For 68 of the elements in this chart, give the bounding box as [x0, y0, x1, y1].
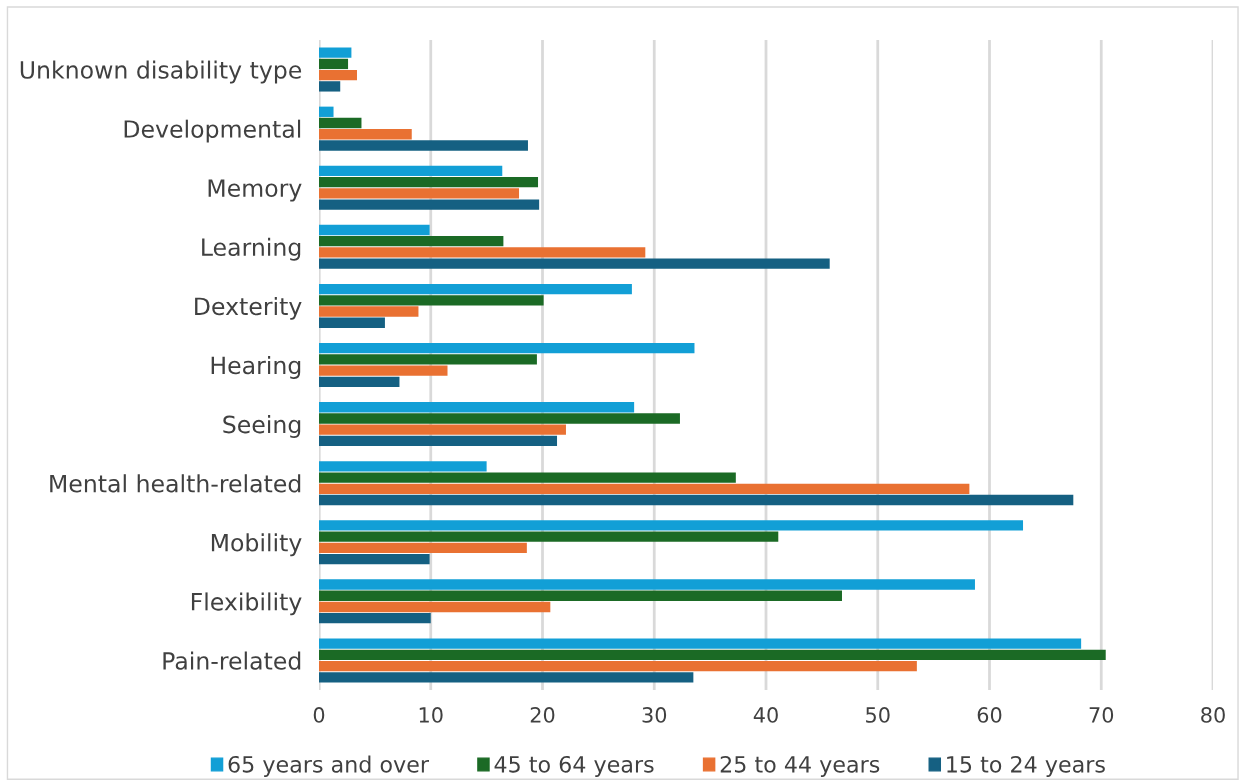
- bar: [319, 613, 431, 624]
- bar: [319, 342, 695, 354]
- bar: [319, 461, 487, 472]
- bar: [319, 258, 830, 269]
- x-tick-label: 40: [753, 707, 778, 723]
- bar: [319, 402, 635, 413]
- bar: [319, 472, 736, 483]
- bar: [319, 165, 503, 177]
- bar: [319, 117, 362, 129]
- bar: [319, 531, 779, 542]
- bar: [319, 435, 558, 447]
- bar: [319, 224, 430, 236]
- bar: [319, 483, 970, 494]
- bar: [319, 306, 419, 317]
- legend-label: 65 years and over: [228, 755, 430, 778]
- y-tick-label: Learning: [202, 237, 301, 261]
- bar: [319, 295, 544, 306]
- bar: [319, 47, 352, 58]
- x-tick-label: 60: [977, 707, 1002, 723]
- bar: [319, 247, 646, 258]
- y-tick-label: Unknown disability type: [20, 60, 302, 84]
- bar: [319, 590, 842, 601]
- x-tick-label: 10: [419, 707, 443, 723]
- bar: [319, 542, 527, 554]
- legend-label: 15 to 24 years: [947, 755, 1105, 778]
- bar: [319, 376, 400, 388]
- bar: [319, 236, 504, 247]
- bar: [319, 660, 917, 672]
- y-tick-label: Mental health-related: [50, 474, 301, 493]
- bar: [319, 520, 1024, 531]
- y-tick-label: Memory: [208, 179, 302, 202]
- y-tick-label: Dexterity: [195, 296, 302, 320]
- bar: [319, 69, 357, 81]
- bar: [319, 188, 520, 199]
- bar: [319, 494, 1074, 506]
- x-tick-label: 50: [866, 707, 890, 723]
- bar: [319, 199, 540, 210]
- legend-label: 45 to 64 years: [494, 755, 654, 778]
- bar: [319, 579, 975, 590]
- bar: [319, 365, 448, 376]
- x-tick-label: 20: [530, 707, 555, 723]
- x-tick-label: 70: [1089, 707, 1114, 723]
- bar: [319, 176, 539, 188]
- bar: [319, 129, 412, 140]
- y-tick-label: Seeing: [223, 415, 301, 438]
- x-tick-label: 80: [1201, 707, 1225, 723]
- y-tick-label: Pain-related: [163, 651, 301, 670]
- bar: [319, 424, 566, 435]
- bar: [319, 638, 1082, 649]
- bar: [319, 413, 680, 424]
- bar: [319, 140, 528, 151]
- bar: [319, 317, 385, 328]
- bar: [319, 354, 537, 365]
- bar: [319, 601, 551, 613]
- y-tick-label: Flexibility: [191, 592, 302, 616]
- bar: [319, 81, 341, 92]
- y-tick-label: Developmental: [124, 119, 301, 143]
- bar: [319, 106, 334, 117]
- y-tick-label: Hearing: [211, 356, 301, 379]
- y-tick-label: Mobility: [211, 533, 302, 557]
- bar: [319, 58, 349, 70]
- bar: [319, 649, 1106, 661]
- x-tick-label: 30: [642, 707, 667, 723]
- legend-label: 25 to 44 years: [720, 755, 880, 778]
- bar: [319, 283, 632, 295]
- x-tick-label: 0: [313, 707, 325, 723]
- bar: [319, 553, 430, 565]
- bar: [319, 672, 694, 683]
